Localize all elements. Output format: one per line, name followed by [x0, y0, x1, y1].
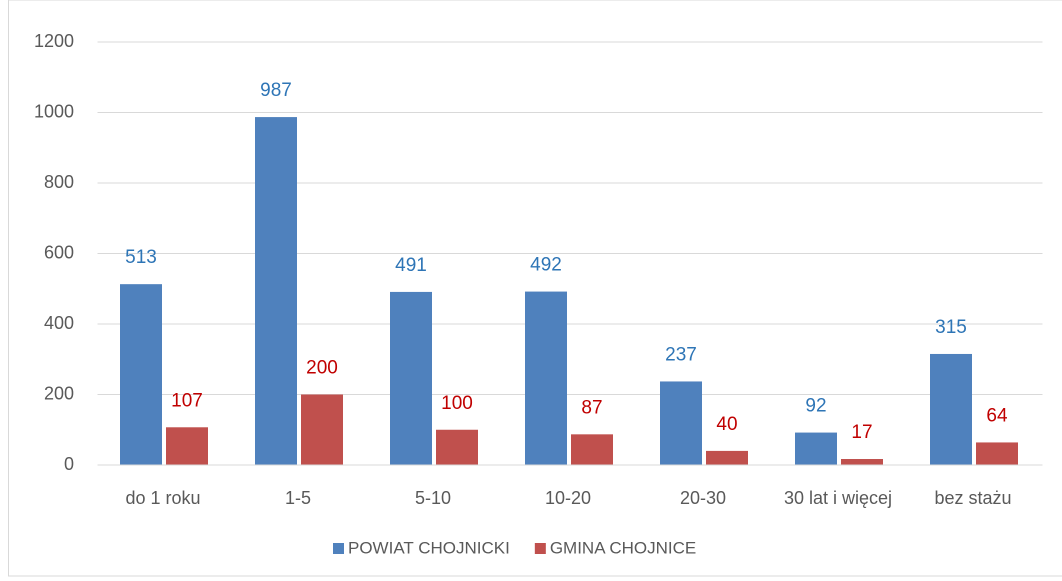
y-tick-label: 600: [44, 242, 74, 262]
bar: [976, 442, 1018, 465]
x-tick-label: 30 lat i więcej: [784, 488, 892, 508]
bar: [166, 427, 208, 465]
bar: [660, 381, 702, 465]
value-label: 315: [935, 317, 967, 338]
legend-label: GMINA CHOJNICE: [550, 538, 696, 557]
value-label: 92: [805, 396, 826, 417]
bar: [120, 284, 162, 465]
value-label: 987: [260, 80, 292, 101]
value-label: 40: [716, 414, 737, 435]
y-tick-label: 1200: [34, 31, 74, 51]
x-tick-label: do 1 roku: [125, 488, 200, 508]
legend-swatch: [534, 543, 546, 554]
value-label: 513: [125, 247, 157, 268]
value-label: 64: [986, 405, 1008, 426]
y-tick-label: 800: [44, 172, 74, 192]
bar: [841, 459, 883, 465]
legend-label: POWIAT CHOJNICKI: [348, 538, 510, 557]
y-tick-label: 200: [44, 383, 74, 403]
x-tick-label: 20-30: [680, 488, 726, 508]
bar: [436, 429, 478, 465]
bar: [255, 117, 297, 466]
y-tick-label: 400: [44, 313, 74, 333]
bar: [795, 432, 837, 465]
y-tick-label: 1000: [34, 101, 74, 121]
chart-border: [8, 0, 1062, 577]
legend-swatch: [333, 543, 344, 554]
value-label: 87: [581, 397, 602, 418]
value-label: 107: [171, 390, 203, 411]
value-label: 492: [530, 255, 562, 276]
x-tick-label: 1-5: [285, 488, 311, 508]
bar: [571, 434, 613, 465]
value-label: 100: [441, 393, 473, 414]
bar: [706, 450, 748, 465]
bar: [525, 291, 567, 465]
value-label: 200: [306, 358, 338, 379]
y-tick-label: 0: [64, 454, 74, 474]
x-tick-label: bez stażu: [934, 488, 1011, 508]
x-tick-label: 5-10: [415, 488, 451, 508]
bar: [930, 353, 972, 465]
value-label: 237: [665, 344, 697, 365]
value-label: 491: [395, 255, 427, 276]
bar: [301, 394, 343, 465]
value-label: 17: [851, 422, 872, 443]
x-tick-label: 10-20: [545, 488, 591, 508]
bar: [390, 291, 432, 465]
